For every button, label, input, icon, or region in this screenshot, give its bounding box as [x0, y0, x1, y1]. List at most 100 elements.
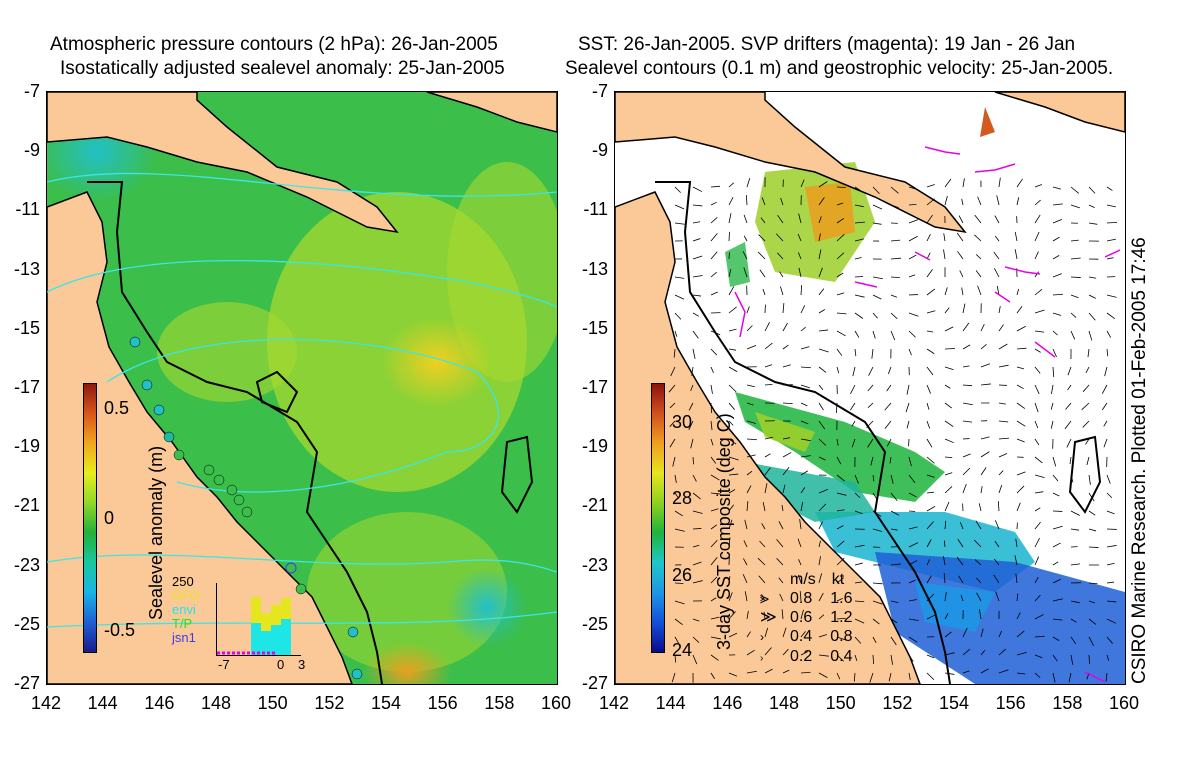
velocity-arrow [872, 276, 883, 280]
velocity-arrow [998, 648, 1007, 656]
velocity-arrow [944, 384, 951, 389]
velocity-arrow [906, 420, 910, 429]
velocity-arrow [710, 233, 718, 242]
velocity-arrow [854, 544, 865, 548]
velocity-arrow [944, 501, 950, 512]
velocity-arrow [782, 648, 789, 656]
velocity-arrow [980, 383, 991, 386]
velocity-arrow [764, 384, 773, 386]
velocity-arrow [745, 195, 748, 206]
velocity-arrow [1064, 420, 1072, 430]
velocity-arrow [890, 600, 899, 604]
velocity-arrow [692, 204, 703, 207]
velocity-arrow [674, 618, 683, 625]
velocity-arrow [728, 473, 739, 476]
velocity-arrow [944, 307, 950, 314]
velocity-arrow [996, 285, 1000, 296]
velocity-arrow [690, 384, 694, 392]
anomaly-patch [157, 302, 297, 402]
velocity-arrow [728, 438, 737, 445]
velocity-arrow [1070, 294, 1079, 299]
velocity-arrow [960, 594, 964, 602]
velocity-arrow [926, 614, 936, 620]
velocity-arrow [818, 366, 827, 373]
velocity-arrow [944, 472, 953, 476]
velocity-arrow [1065, 402, 1072, 410]
velocity-arrow [782, 344, 789, 350]
colorbar-tick: 28 [672, 488, 693, 508]
velocity-arrow [974, 214, 982, 224]
velocity-arrow [958, 575, 964, 584]
x-axis-tick: 150 [825, 693, 856, 713]
y-axis-tick: -27 [581, 673, 608, 693]
velocity-arrow [836, 252, 845, 260]
y-axis-tick: -17 [13, 377, 40, 397]
velocity-arrow [710, 508, 719, 512]
velocity-arrow [746, 610, 749, 620]
velocity-arrow [1067, 366, 1072, 376]
x-axis-tick: 146 [712, 693, 743, 713]
velocity-arrow [854, 581, 862, 584]
velocity-arrow [993, 267, 1000, 278]
velocity-arrow [1088, 528, 1097, 532]
velocity-arrow [728, 576, 731, 584]
velocity-arrow [782, 627, 787, 638]
velocity-arrow [1016, 197, 1020, 206]
velocity-arrow [890, 492, 898, 502]
velocity-arrow [1016, 672, 1026, 675]
velocity-arrow [998, 484, 1003, 494]
velocity-arrow [1106, 348, 1109, 357]
velocity-arrow [818, 614, 825, 620]
velocity-arrow [800, 455, 811, 458]
velocity-arrow [672, 456, 676, 467]
velocity-arrow [728, 504, 734, 512]
velocity-arrow [764, 668, 773, 674]
velocity-arrow [759, 269, 766, 278]
y-axis-tick: -13 [13, 258, 40, 279]
papua-new-guinea-land [47, 92, 399, 234]
velocity-arrow [782, 437, 791, 440]
velocity-arrow [980, 668, 989, 674]
australia-land [615, 191, 921, 684]
velocity-arrow [746, 345, 757, 350]
velocity-arrow [1034, 438, 1040, 446]
velocity-arrow [674, 510, 683, 517]
velocity-arrow [818, 634, 827, 638]
velocity-arrow [854, 562, 863, 566]
velocity-arrow [757, 251, 766, 260]
velocity-arrow [818, 288, 825, 296]
velocity-arrow [1088, 204, 1095, 208]
velocity-arrow [962, 453, 971, 458]
velocity-arrow [671, 672, 676, 683]
velocity-arrow [926, 521, 934, 530]
velocity-arrow [1034, 594, 1041, 602]
velocity-arrow [1066, 438, 1072, 448]
velocity-arrow [798, 574, 802, 584]
velocity-arrow [764, 483, 768, 494]
velocity-arrow [836, 438, 839, 446]
velocity-arrow [762, 502, 766, 512]
velocity-arrow [890, 257, 901, 260]
velocity-arrow [974, 234, 982, 242]
y-axis-tick: -15 [13, 317, 40, 338]
velocity-arrow [852, 366, 856, 377]
velocity-arrow [872, 582, 883, 585]
y-axis-tick: -9 [591, 140, 608, 161]
left-title-line2: Isostatically adjusted sealevel anomaly:… [60, 58, 505, 79]
velocity-arrow [728, 306, 737, 314]
velocity-arrow [979, 609, 982, 620]
velocity-arrow [890, 474, 894, 484]
velocity-arrow [1088, 294, 1096, 299]
velocity-arrow [1016, 593, 1019, 602]
velocity-arrow [890, 528, 898, 531]
velocity-arrow [854, 204, 864, 208]
velocity-arrow [890, 276, 900, 279]
velocity-arrow [926, 593, 935, 602]
velocity-arrow [854, 294, 865, 298]
y-axis-tick: -19 [581, 436, 608, 457]
velocity-arrow [1070, 492, 1078, 501]
velocity-arrow [1106, 636, 1113, 644]
velocity-arrow [800, 631, 806, 638]
velocity-arrow [1088, 654, 1090, 665]
velocity-arrow [746, 649, 755, 656]
